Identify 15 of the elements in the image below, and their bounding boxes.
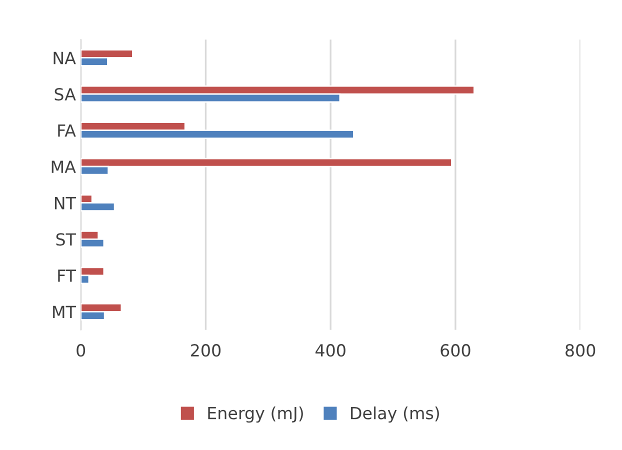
y-tick-label: FT — [58, 270, 76, 282]
x-tick-label: 200 — [191, 344, 221, 357]
y-tick-label: MT — [53, 306, 76, 318]
legend-label: Energy (mJ) — [208, 406, 303, 423]
y-tick-label: FA — [58, 124, 76, 137]
legend-label: Delay (ms) — [351, 406, 439, 423]
y-tick-label: MA — [52, 160, 76, 173]
y-tick-label: NA — [54, 52, 76, 64]
x-tick-label: 400 — [316, 344, 346, 357]
x-tick-label: 600 — [440, 344, 470, 357]
y-tick-label: ST — [56, 233, 76, 246]
y-tick-label: NT — [54, 197, 76, 210]
x-tick-label: 0 — [76, 344, 86, 357]
x-tick-label: 800 — [566, 344, 596, 357]
y-tick-label: SA — [54, 88, 76, 101]
